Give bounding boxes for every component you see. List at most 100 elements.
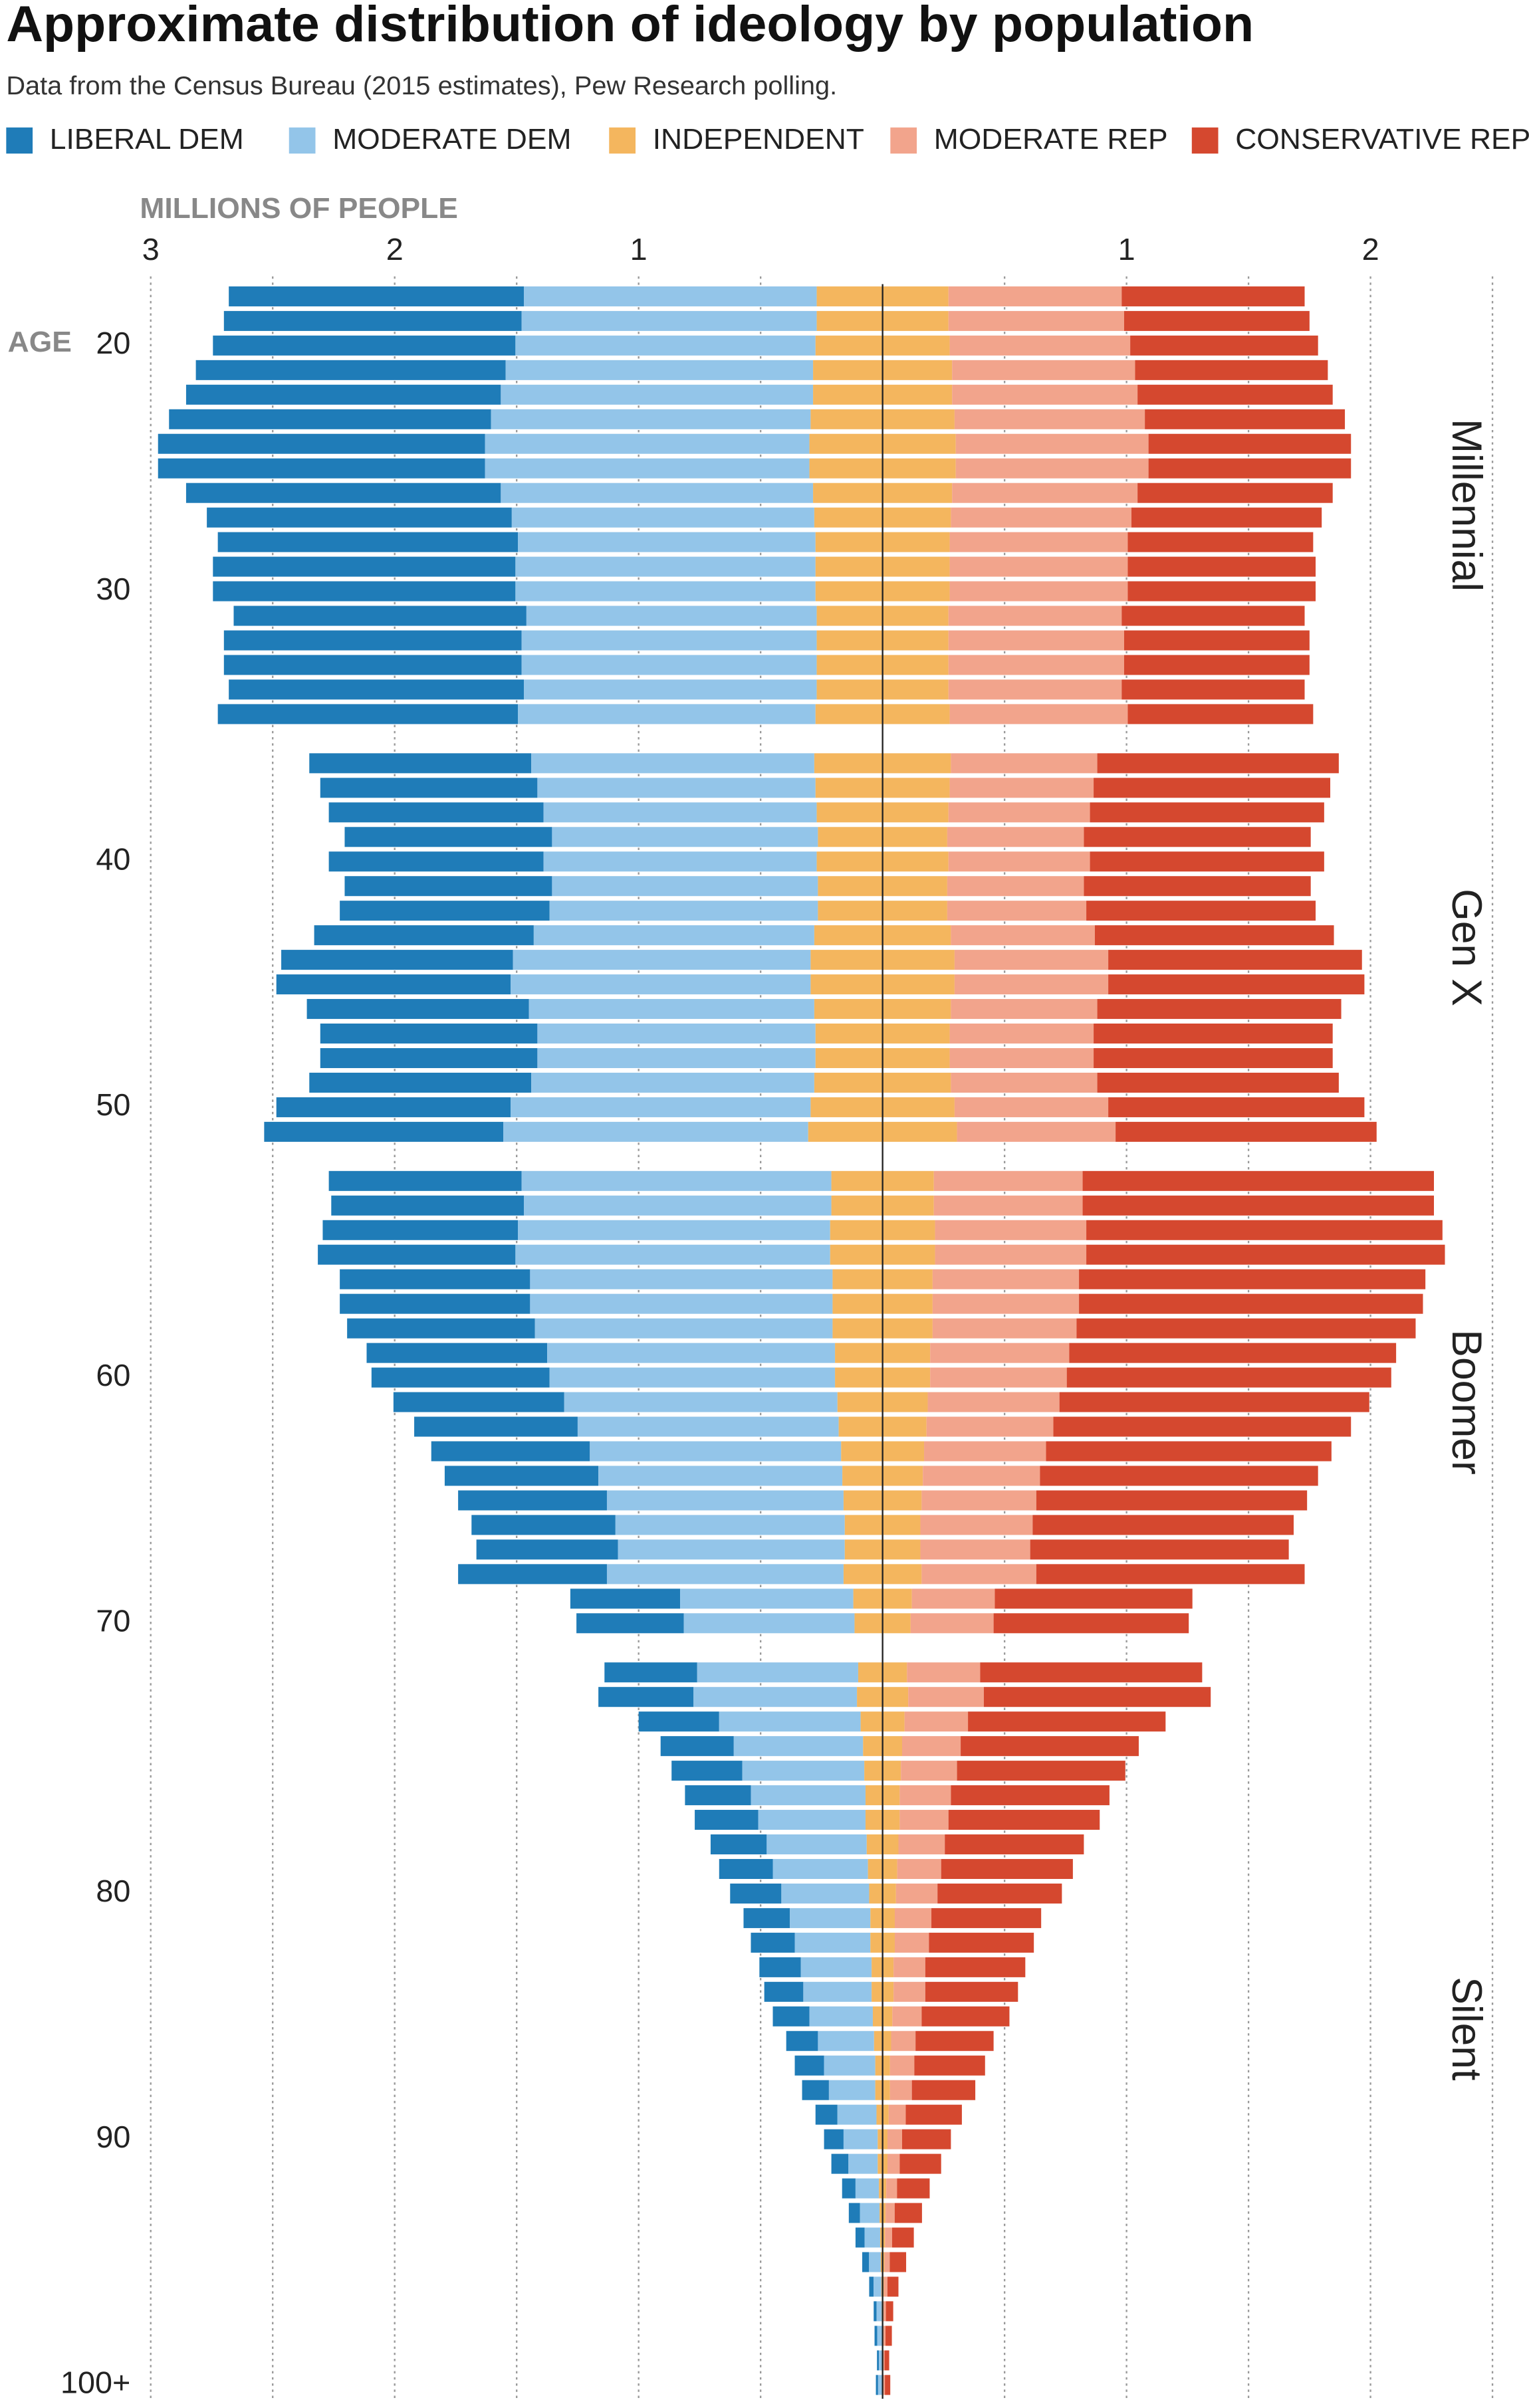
bar-segment xyxy=(320,778,538,798)
bar-segment xyxy=(945,1834,1084,1855)
bar-segment xyxy=(920,1539,1030,1560)
bar-segment xyxy=(883,2301,886,2322)
bar-segment xyxy=(930,1367,1067,1388)
bar-segment xyxy=(802,2080,829,2100)
bar-segment xyxy=(952,384,1138,405)
bar-segment xyxy=(524,1195,832,1216)
group-label: Silent xyxy=(1443,1977,1490,2080)
bar-segment xyxy=(951,999,1098,1020)
bar-segment xyxy=(1108,1097,1365,1117)
group-label: Millennial xyxy=(1443,419,1490,592)
bar-segment xyxy=(521,1170,832,1191)
bar-segment xyxy=(530,1293,833,1314)
bar-segment xyxy=(1076,1318,1416,1339)
bar-segment xyxy=(927,1392,1060,1412)
bar-segment xyxy=(521,630,817,651)
bar-segment xyxy=(949,532,1128,552)
bar-segment xyxy=(887,2276,899,2297)
bar-segment xyxy=(1094,1047,1333,1069)
bar-segment xyxy=(895,1883,938,1904)
bar-segment xyxy=(925,1957,1026,1977)
bar-segment xyxy=(1086,901,1316,921)
bar-segment xyxy=(885,2375,891,2395)
legend-swatch xyxy=(6,127,33,154)
bar-segment xyxy=(1094,925,1334,946)
bar-segment xyxy=(952,360,1135,380)
y-axis-label: AGE xyxy=(8,326,72,358)
bar-segment xyxy=(889,2080,912,2100)
bar-segment xyxy=(764,1981,804,2002)
bar-segment xyxy=(815,2104,838,2125)
bar-segment xyxy=(683,1613,855,1634)
bar-segment xyxy=(529,999,814,1020)
bar-segment xyxy=(710,1834,767,1855)
bar-segment xyxy=(570,1588,681,1609)
bar-segment xyxy=(894,1908,932,1928)
bar-segment xyxy=(476,1539,618,1560)
x-tick-label: 1 xyxy=(630,232,647,267)
bar-segment xyxy=(1030,1539,1289,1560)
bar-segment xyxy=(501,384,814,405)
bar-segment xyxy=(680,1588,854,1609)
y-tick-label: 20 xyxy=(96,326,130,360)
bar-segment xyxy=(1082,1170,1434,1191)
bar-segment xyxy=(1053,1416,1352,1437)
bar-segment xyxy=(794,1932,871,1953)
bar-segment xyxy=(921,1564,1036,1585)
bar-segment xyxy=(223,630,522,651)
bar-segment xyxy=(952,483,1138,503)
bar-segment xyxy=(1036,1564,1305,1585)
bar-segment xyxy=(751,1785,866,1806)
bar-segment xyxy=(874,2301,877,2322)
bar-segment xyxy=(932,1318,1077,1339)
bar-segment xyxy=(1094,778,1331,798)
bar-segment xyxy=(518,704,816,724)
bar-segment xyxy=(223,310,522,331)
bar-segment xyxy=(615,1515,845,1535)
bar-segment xyxy=(521,655,817,675)
bar-segment xyxy=(1127,556,1316,577)
bar-segment xyxy=(885,2203,895,2223)
bar-segment xyxy=(885,2326,892,2346)
bar-segment xyxy=(901,1761,957,1781)
bar-segment xyxy=(515,335,816,356)
bar-segment xyxy=(340,1269,530,1289)
bar-segment xyxy=(949,335,1131,356)
bar-segment xyxy=(911,1588,995,1609)
bar-segment xyxy=(809,2006,873,2026)
bar-segment xyxy=(1046,1441,1332,1462)
bar-segment xyxy=(229,286,525,306)
bar-segment xyxy=(577,1416,839,1437)
bar-segment xyxy=(951,925,1095,946)
bar-segment xyxy=(948,286,1122,306)
bar-segment xyxy=(766,1834,867,1855)
bar-segment xyxy=(195,360,506,380)
bar-segment xyxy=(883,2276,887,2297)
bar-segment xyxy=(347,1318,535,1339)
bar-segment xyxy=(1137,384,1333,405)
bar-segment xyxy=(951,753,1098,774)
bar-segment xyxy=(531,1072,814,1093)
group-label: Boomer xyxy=(1443,1329,1490,1474)
bar-segment xyxy=(803,1981,872,2002)
bar-segment xyxy=(878,2375,882,2395)
bar-segment xyxy=(879,2350,882,2371)
bar-segment xyxy=(742,1761,865,1781)
bar-segment xyxy=(772,2006,810,2026)
bar-segment xyxy=(549,901,818,921)
x-tick-label: 2 xyxy=(386,232,404,267)
bar-segment xyxy=(1121,605,1305,626)
bar-segment xyxy=(1135,360,1328,380)
bar-segment xyxy=(855,2227,865,2248)
bar-segment xyxy=(885,2301,893,2322)
bar-segment xyxy=(891,2030,916,2051)
bar-segment xyxy=(951,1072,1098,1093)
bar-segment xyxy=(1148,433,1352,454)
bar-segment xyxy=(1121,679,1305,700)
bar-segment xyxy=(158,433,485,454)
bar-segment xyxy=(618,1539,845,1560)
bar-segment xyxy=(930,1343,1070,1363)
bar-segment xyxy=(511,1097,811,1117)
bar-segment xyxy=(951,507,1131,528)
bar-segment xyxy=(213,335,516,356)
